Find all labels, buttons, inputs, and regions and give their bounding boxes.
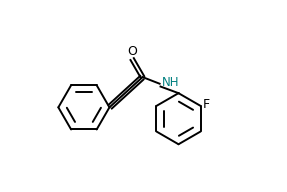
Text: O: O (127, 45, 137, 58)
Text: F: F (203, 98, 210, 112)
Text: NH: NH (162, 76, 179, 89)
